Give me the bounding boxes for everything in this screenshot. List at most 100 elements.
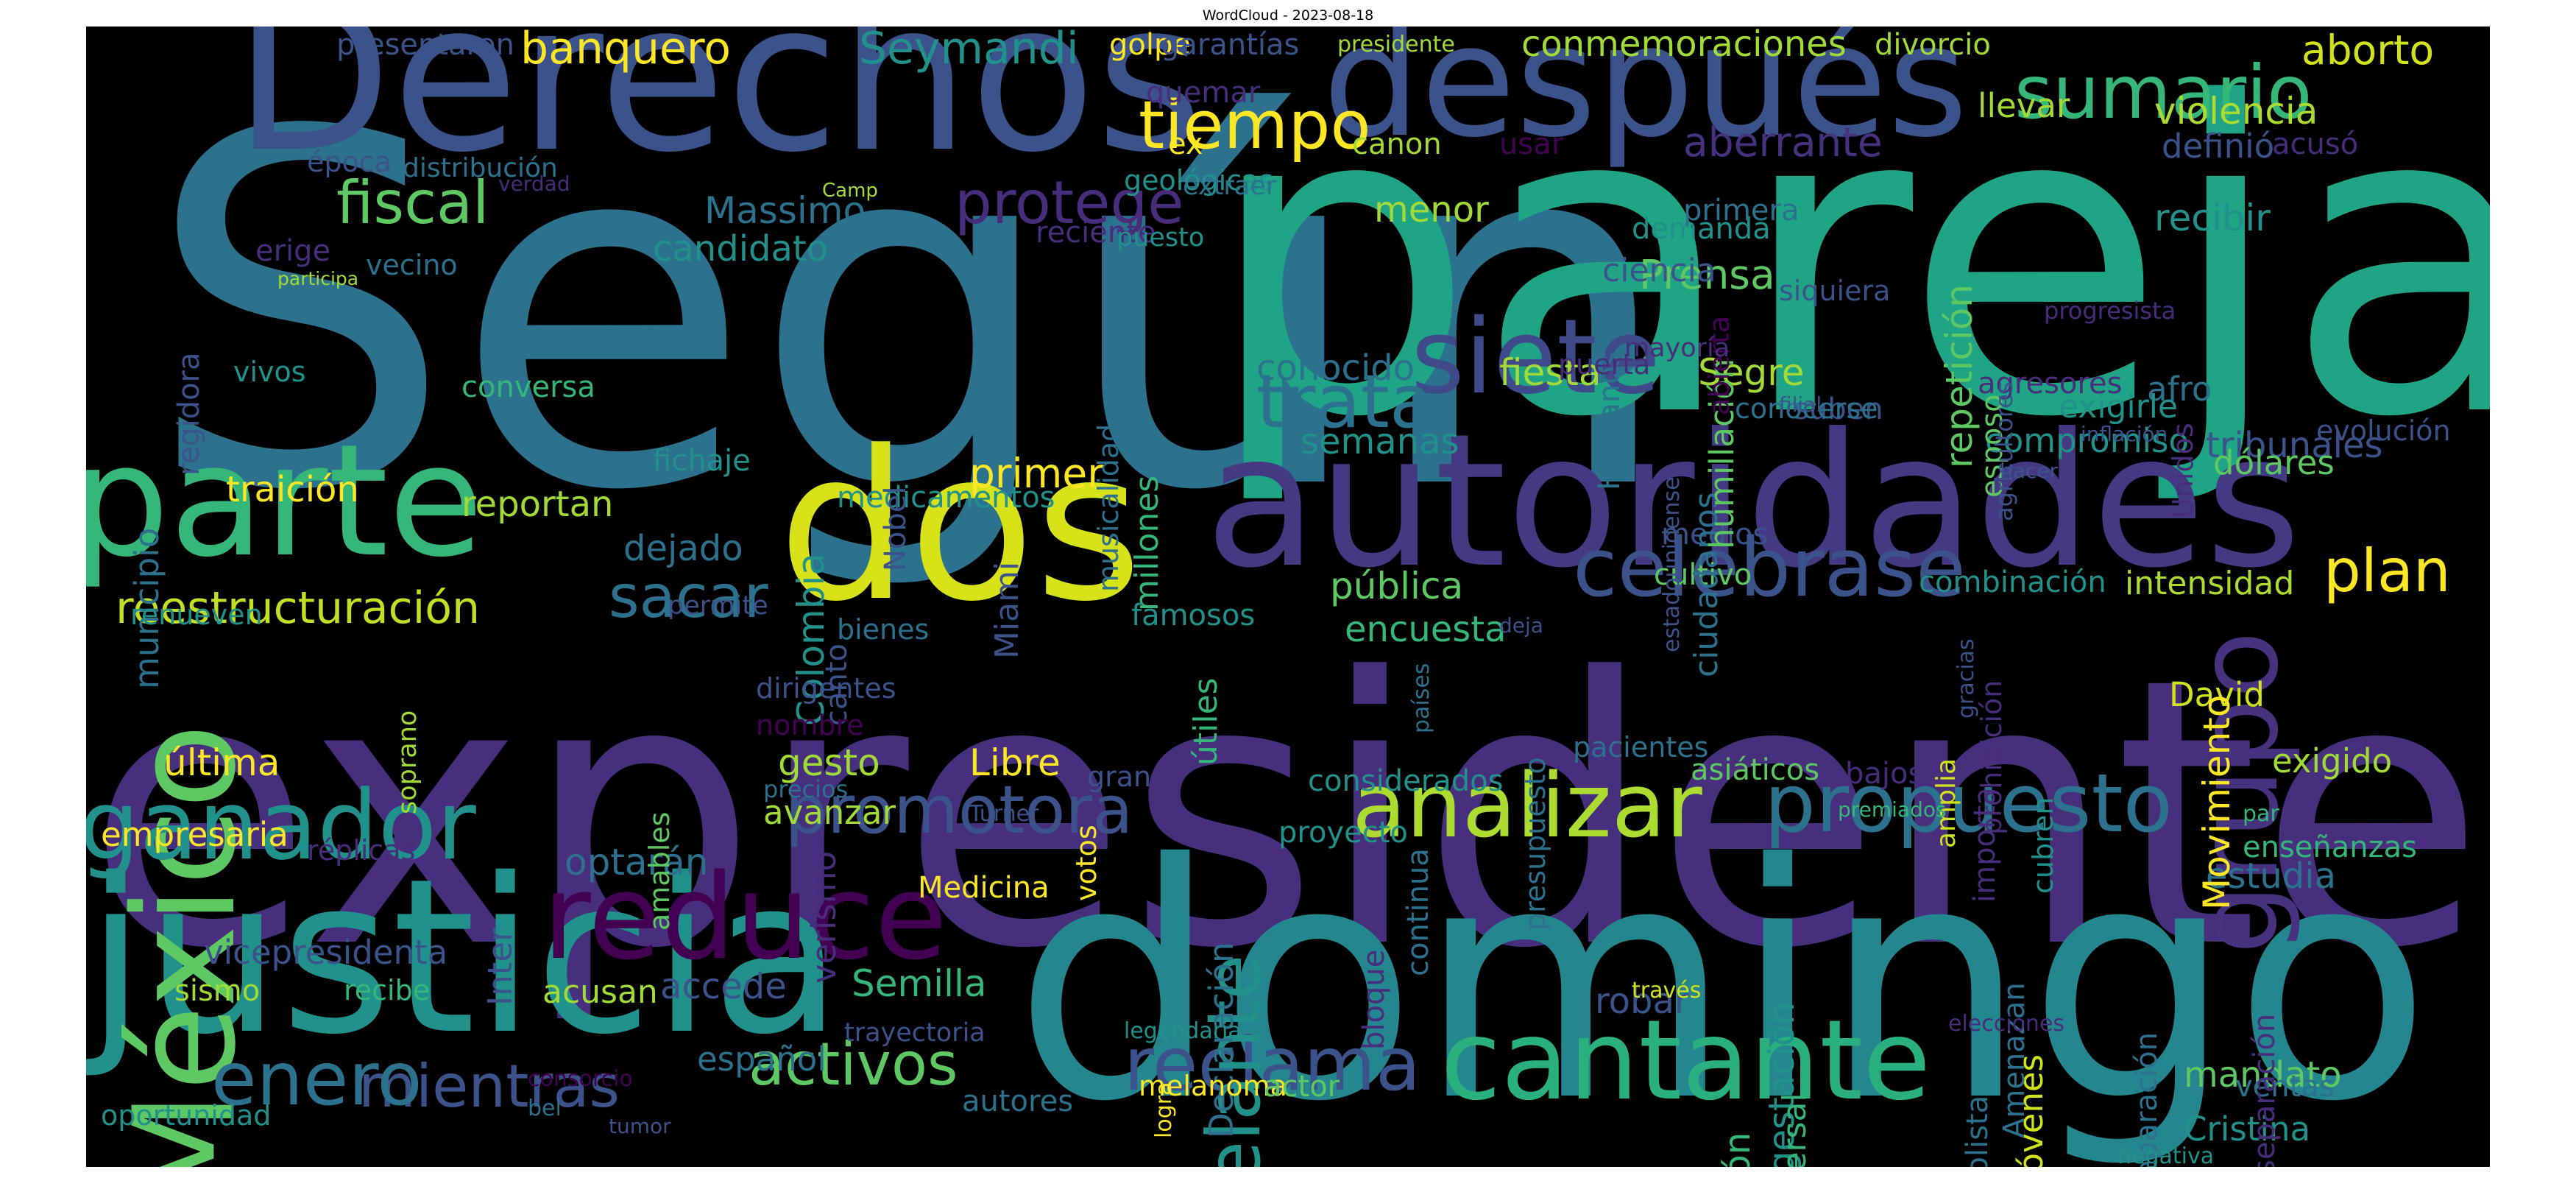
word-125: geológicas	[1124, 164, 1274, 197]
word-122: ex	[1168, 127, 1203, 161]
word-71: estudia	[2206, 856, 2336, 897]
word-9: parte	[86, 411, 484, 591]
word-174: permite	[668, 591, 768, 621]
word-8: dos	[778, 407, 1142, 647]
word-76: accede	[660, 966, 787, 1007]
word-131: progresista	[2044, 297, 2176, 325]
word-150: continua	[1401, 848, 1435, 976]
word-cloud: expresidente Según pareja domingo Derechos au…	[86, 27, 2490, 1167]
word-147: par	[2243, 801, 2279, 827]
word-157: Miami	[988, 561, 1026, 659]
word-12: reduce	[542, 848, 948, 986]
word-38: conmemoraciones	[1521, 27, 1847, 65]
word-171: Nobel	[879, 486, 913, 571]
word-80: ventas	[2235, 1070, 2335, 1104]
word-52: compromiso	[1985, 421, 2190, 460]
word-149: considerados	[1308, 764, 1504, 798]
word-15: ganador	[86, 769, 476, 881]
word-121: presentaron	[336, 28, 514, 62]
word-107: repetición	[1938, 284, 1981, 468]
word-185: Inter	[481, 928, 520, 1006]
word-100: cultivo	[1654, 558, 1752, 592]
word-48: Segre	[1698, 351, 1805, 394]
word-85: actor	[1264, 1070, 1340, 1104]
word-111: agresores	[1978, 367, 2123, 401]
word-47: fiesta	[1499, 351, 1602, 394]
word-187: soprano	[393, 710, 422, 814]
word-78: mandato	[2184, 1054, 2342, 1096]
word-75: Semilla	[852, 962, 987, 1005]
word-45: menor	[1374, 189, 1489, 230]
word-25: mientras	[358, 1052, 620, 1121]
word-110: conocerse	[1735, 392, 1878, 425]
word-57: reportan	[461, 484, 614, 525]
word-96: enseñanzas	[2243, 830, 2417, 864]
word-109: suben	[1794, 392, 1883, 426]
word-140: presupuesto	[1519, 757, 1551, 931]
word-170: trayectoria	[844, 1018, 986, 1048]
word-34: Seymandi	[859, 27, 1079, 74]
word-69: vicepresidenta	[204, 933, 448, 972]
word-79: Cristina	[2184, 1110, 2311, 1149]
word-68: optarán	[565, 841, 709, 884]
word-119: garantías	[1161, 28, 1300, 62]
word-180: consorcio	[528, 1066, 633, 1092]
word-189: vivos	[233, 356, 306, 388]
word-167: Turner	[969, 801, 1039, 827]
word-98: Amenazan	[1998, 982, 2031, 1138]
word-41: aberrante	[1683, 119, 1883, 166]
word-2: pareja	[1205, 27, 2490, 510]
word-17: analizar	[1352, 755, 1702, 858]
word-128: puerta	[1558, 348, 1651, 381]
word-183: oportunidad	[101, 1099, 272, 1132]
word-43: Massimo	[704, 189, 866, 232]
word-168: logra	[1151, 1082, 1177, 1138]
word-166: gran	[1087, 761, 1152, 793]
word-188: conversa	[461, 370, 595, 404]
word-117: quemar	[1146, 76, 1261, 110]
word-104: ciencia	[1602, 252, 1716, 289]
word-64: última	[163, 741, 280, 784]
word-18: propuesto	[1764, 756, 2173, 850]
word-182: tumor	[609, 1114, 671, 1138]
word-86: autores	[962, 1084, 1074, 1118]
word-163: famosos	[1131, 599, 1256, 632]
word-58: dejado	[623, 528, 743, 569]
word-91: robar	[1595, 981, 1689, 1022]
word-90: Universal	[1776, 1093, 1814, 1167]
word-39: llevar	[1978, 86, 2070, 125]
word-134: filial	[1779, 392, 1822, 417]
word-13: siete	[1411, 297, 1660, 417]
word-148: premiados	[1838, 797, 1947, 822]
word-120: presidente	[1337, 32, 1455, 57]
word-33: sacar	[609, 562, 768, 631]
word-87: Medicina	[918, 871, 1050, 905]
word-116: acusó	[2272, 127, 2359, 161]
word-83: recibe	[344, 974, 431, 1006]
word-28: protege	[955, 169, 1184, 237]
word-129: mayoría	[1624, 334, 1730, 363]
word-169: legendaria	[1124, 1018, 1242, 1044]
word-162: medicamentos	[837, 481, 1055, 515]
word-20: tiempo	[1139, 87, 1371, 164]
word-152: proyecto	[1278, 816, 1408, 850]
word-7: después	[1323, 27, 1968, 172]
word-136: estadounidense	[1659, 476, 1685, 652]
word-175: dirigentes	[756, 672, 896, 705]
word-66: Libre	[969, 741, 1061, 784]
word-133: inflación	[2081, 422, 2168, 446]
word-118: golpe	[1109, 28, 1191, 62]
word-40: definió	[2162, 127, 2275, 166]
word-105: demanda	[1632, 212, 1771, 246]
word-165: votos	[1070, 825, 1103, 901]
word-153: través	[1632, 978, 1702, 1004]
word-22: promotora	[785, 772, 1133, 849]
word-70: avanzar	[763, 793, 896, 832]
word-26: enero	[211, 1036, 422, 1122]
word-155: negativa	[2117, 1143, 2215, 1168]
word-95: separación	[2248, 1013, 2282, 1167]
word-138: países	[1409, 663, 1434, 733]
word-126: extraer	[1183, 172, 1277, 201]
word-193: época	[307, 146, 392, 178]
word-97: asiáticos	[1691, 753, 1820, 787]
